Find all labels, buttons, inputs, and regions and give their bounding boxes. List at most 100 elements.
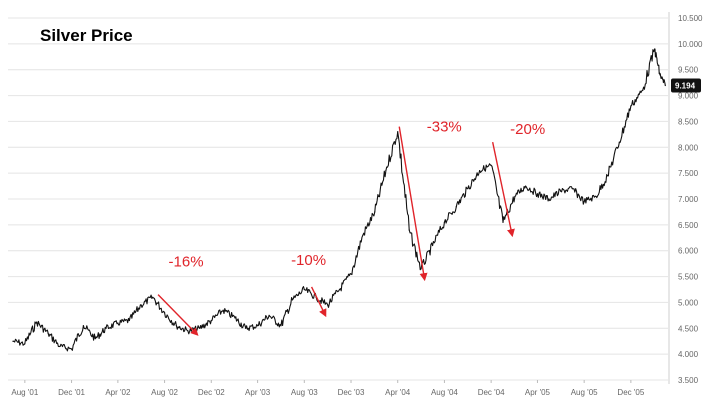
- price-point: [397, 131, 399, 133]
- price-point: [105, 327, 107, 329]
- x-tick-label: Apr '05: [525, 388, 551, 397]
- price-point: [536, 193, 539, 195]
- price-point: [420, 268, 422, 270]
- price-point: [502, 221, 504, 223]
- last-value-box: [671, 78, 701, 93]
- y-tick-label: 8.500: [678, 117, 699, 126]
- price-point: [117, 322, 119, 324]
- drawdown-arrow: [491, 141, 515, 238]
- price-series-line: [12, 48, 666, 352]
- price-point: [408, 229, 410, 231]
- price-point: [210, 319, 212, 322]
- price-point: [385, 169, 387, 172]
- price-point: [222, 309, 224, 311]
- price-point: [128, 319, 130, 322]
- drawdown-label: -20%: [510, 121, 545, 138]
- price-point: [94, 338, 96, 340]
- price-point: [548, 198, 550, 200]
- price-point: [618, 141, 620, 143]
- y-tick-label: 6.500: [678, 221, 699, 230]
- y-tick-label: 7.500: [678, 169, 699, 178]
- y-tick-label: 10.000: [678, 40, 703, 49]
- price-point: [514, 195, 516, 198]
- last-value-text: 9.194: [675, 82, 696, 91]
- price-point: [199, 327, 201, 329]
- price-point: [70, 348, 73, 350]
- price-point: [374, 211, 376, 213]
- y-tick-label: 9.500: [678, 66, 699, 75]
- price-point: [268, 314, 270, 316]
- x-tick-label: Dec '01: [58, 388, 85, 397]
- price-point: [327, 304, 329, 306]
- y-tick-label: 5.000: [678, 298, 699, 307]
- chart-title: Silver Price: [40, 26, 133, 45]
- price-point: [47, 332, 49, 335]
- price-point: [479, 169, 481, 172]
- price-point: [560, 190, 562, 192]
- price-point: [175, 325, 178, 327]
- x-axis: Aug '01 Dec '01 Apr '02 Aug '02 Dec '02 Apr '…: [11, 380, 645, 397]
- price-point: [595, 195, 597, 198]
- x-tick-label: Dec '02: [198, 388, 225, 397]
- price-point: [245, 327, 247, 329]
- price-point: [362, 234, 364, 236]
- price-point: [12, 340, 14, 342]
- price-point: [163, 312, 166, 314]
- price-point: [524, 185, 527, 187]
- x-tick-label: Dec '03: [338, 388, 365, 397]
- x-tick-label: Apr '03: [245, 388, 271, 397]
- drawdown-arrow: [398, 126, 428, 282]
- y-tick-label: 9.000: [678, 92, 699, 101]
- price-point: [571, 188, 573, 190]
- price-point: [654, 48, 656, 50]
- annotation-layer: -16% -10% -33% -20%: [157, 119, 545, 336]
- price-point: [606, 175, 609, 177]
- x-tick-label: Aug '04: [431, 388, 458, 397]
- price-point: [257, 325, 259, 327]
- x-tick-label: Aug '03: [291, 388, 318, 397]
- y-tick-label: 4.000: [678, 350, 699, 359]
- price-point: [664, 84, 666, 87]
- y-tick-label: 4.500: [678, 324, 699, 333]
- y-tick-label: 5.500: [678, 273, 699, 282]
- x-tick-label: Aug '05: [571, 388, 598, 397]
- price-point: [659, 74, 661, 76]
- x-tick-label: Dec '04: [478, 388, 505, 397]
- price-point: [140, 304, 142, 306]
- x-tick-label: Apr '04: [385, 388, 411, 397]
- price-point: [303, 288, 305, 291]
- x-tick-label: Aug '01: [11, 388, 38, 397]
- drawdown-label: -33%: [427, 119, 462, 136]
- grid-lines: [8, 17, 668, 381]
- drawdown-label: -10%: [291, 252, 326, 269]
- price-point: [455, 206, 457, 208]
- price-point: [187, 330, 189, 332]
- y-tick-label: 6.000: [678, 247, 699, 256]
- price-point: [467, 188, 469, 190]
- price-point: [642, 89, 644, 91]
- y-tick-label: 3.500: [678, 376, 699, 385]
- x-tick-label: Aug '02: [151, 388, 178, 397]
- drawdown-arrow: [157, 294, 199, 336]
- price-point: [431, 244, 434, 247]
- price-point: [490, 164, 492, 166]
- y-tick-label: 7.000: [678, 195, 699, 204]
- price-point: [59, 345, 61, 347]
- price-point: [583, 200, 585, 203]
- price-point: [36, 321, 38, 323]
- price-point: [338, 288, 341, 291]
- price-point: [443, 221, 446, 223]
- price-point: [280, 325, 282, 327]
- price-point: [234, 317, 236, 319]
- price-point: [24, 343, 26, 345]
- last-value-badge: 9.194: [671, 78, 701, 93]
- drawdown-arrow: [310, 286, 327, 318]
- series-layer: [12, 48, 666, 352]
- x-tick-label: Apr '02: [105, 388, 131, 397]
- price-point: [152, 296, 154, 298]
- y-axis: 10.500 10.000 9.500 9.000 8.500 8.000 7.500 7.0…: [668, 12, 703, 385]
- drawdown-label: -16%: [169, 254, 204, 271]
- x-tick-label: Dec '05: [617, 388, 644, 397]
